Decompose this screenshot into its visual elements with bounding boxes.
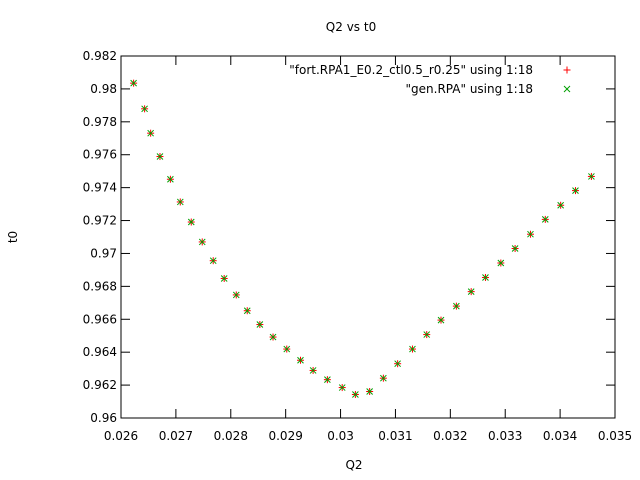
legend-marker bbox=[563, 66, 571, 74]
plot-frame bbox=[120, 55, 616, 419]
y-tick-label: 0.978 bbox=[83, 115, 117, 129]
data-point bbox=[167, 175, 174, 183]
x-tick-label: 0.027 bbox=[159, 429, 193, 443]
data-point bbox=[541, 216, 549, 223]
data-point bbox=[409, 345, 416, 353]
data-point bbox=[243, 307, 251, 315]
x-tick-label: 0.03 bbox=[327, 429, 354, 443]
y-tick-label: 0.964 bbox=[83, 345, 117, 359]
data-point bbox=[176, 198, 184, 206]
data-point bbox=[437, 316, 445, 324]
data-point bbox=[366, 388, 374, 395]
legend-marker bbox=[563, 85, 571, 93]
data-point bbox=[187, 218, 195, 226]
data-point bbox=[453, 302, 460, 310]
x-tick-label: 0.032 bbox=[433, 429, 467, 443]
data-point bbox=[256, 321, 264, 328]
chart-title: Q2 vs t0 bbox=[326, 20, 376, 34]
data-point bbox=[141, 105, 148, 113]
x-tick-labels: 0.026 0.027 0.028 0.029 0.03 0.031 0.032 0.033 0… bbox=[104, 429, 632, 443]
x-tick-label: 0.031 bbox=[378, 429, 412, 443]
y-tick-label: 0.974 bbox=[83, 181, 117, 195]
data-point bbox=[557, 201, 565, 209]
x-tick-label: 0.029 bbox=[268, 429, 302, 443]
y-tick-label: 0.972 bbox=[83, 214, 117, 228]
legend-marker-series-1 bbox=[563, 66, 571, 74]
legend: "fort.RPA1_E0.2_ctl0.5_r0.25" using 1:18… bbox=[289, 63, 571, 96]
data-point bbox=[209, 257, 217, 265]
data-point bbox=[511, 245, 519, 252]
y-tick-label: 0.966 bbox=[83, 312, 117, 326]
data-point bbox=[467, 288, 475, 295]
y-axis-label: t0 bbox=[6, 231, 20, 243]
data-point bbox=[380, 374, 387, 382]
data-point bbox=[352, 391, 359, 398]
data-point bbox=[324, 376, 331, 384]
data-point bbox=[220, 275, 228, 282]
data-point bbox=[338, 384, 346, 391]
data-point bbox=[198, 238, 206, 246]
data-point bbox=[147, 129, 154, 137]
data-point bbox=[497, 259, 505, 267]
series-gen-rpa bbox=[130, 79, 595, 398]
data-point bbox=[572, 187, 579, 194]
x-tick-label: 0.034 bbox=[543, 429, 577, 443]
data-point bbox=[423, 331, 431, 338]
legend-marker-series-2 bbox=[563, 85, 571, 93]
data-point bbox=[232, 291, 240, 299]
data-point bbox=[156, 153, 164, 160]
x-tick-label: 0.033 bbox=[488, 429, 522, 443]
x-tick-label: 0.035 bbox=[598, 429, 632, 443]
y-tick-label: 0.97 bbox=[90, 246, 117, 260]
y-tick-label: 0.98 bbox=[90, 82, 117, 96]
data-point bbox=[269, 333, 277, 341]
y-tick-label: 0.982 bbox=[83, 49, 117, 63]
legend-label-series-2: "gen.RPA" using 1:18 bbox=[406, 82, 533, 96]
data-point bbox=[309, 367, 317, 374]
data-point bbox=[283, 345, 291, 353]
data-point bbox=[527, 230, 534, 238]
y-tick-label: 0.976 bbox=[83, 148, 117, 162]
data-point bbox=[394, 360, 401, 368]
x-tick-label: 0.028 bbox=[214, 429, 248, 443]
y-tick-label: 0.968 bbox=[83, 279, 117, 293]
data-point bbox=[297, 356, 304, 364]
y-tick-label: 0.962 bbox=[83, 378, 117, 392]
y-tick-label: 0.96 bbox=[90, 411, 117, 425]
data-point bbox=[588, 173, 595, 180]
x-tick-label: 0.026 bbox=[104, 429, 138, 443]
data-point bbox=[130, 79, 137, 87]
y-tick-labels: 0.96 0.962 0.964 0.966 0.968 0.97 0.972 0.974 0.… bbox=[83, 49, 117, 425]
x-axis-label: Q2 bbox=[345, 458, 362, 472]
legend-label-series-1: "fort.RPA1_E0.2_ctl0.5_r0.25" using 1:18 bbox=[289, 63, 533, 77]
data-point bbox=[482, 274, 489, 281]
